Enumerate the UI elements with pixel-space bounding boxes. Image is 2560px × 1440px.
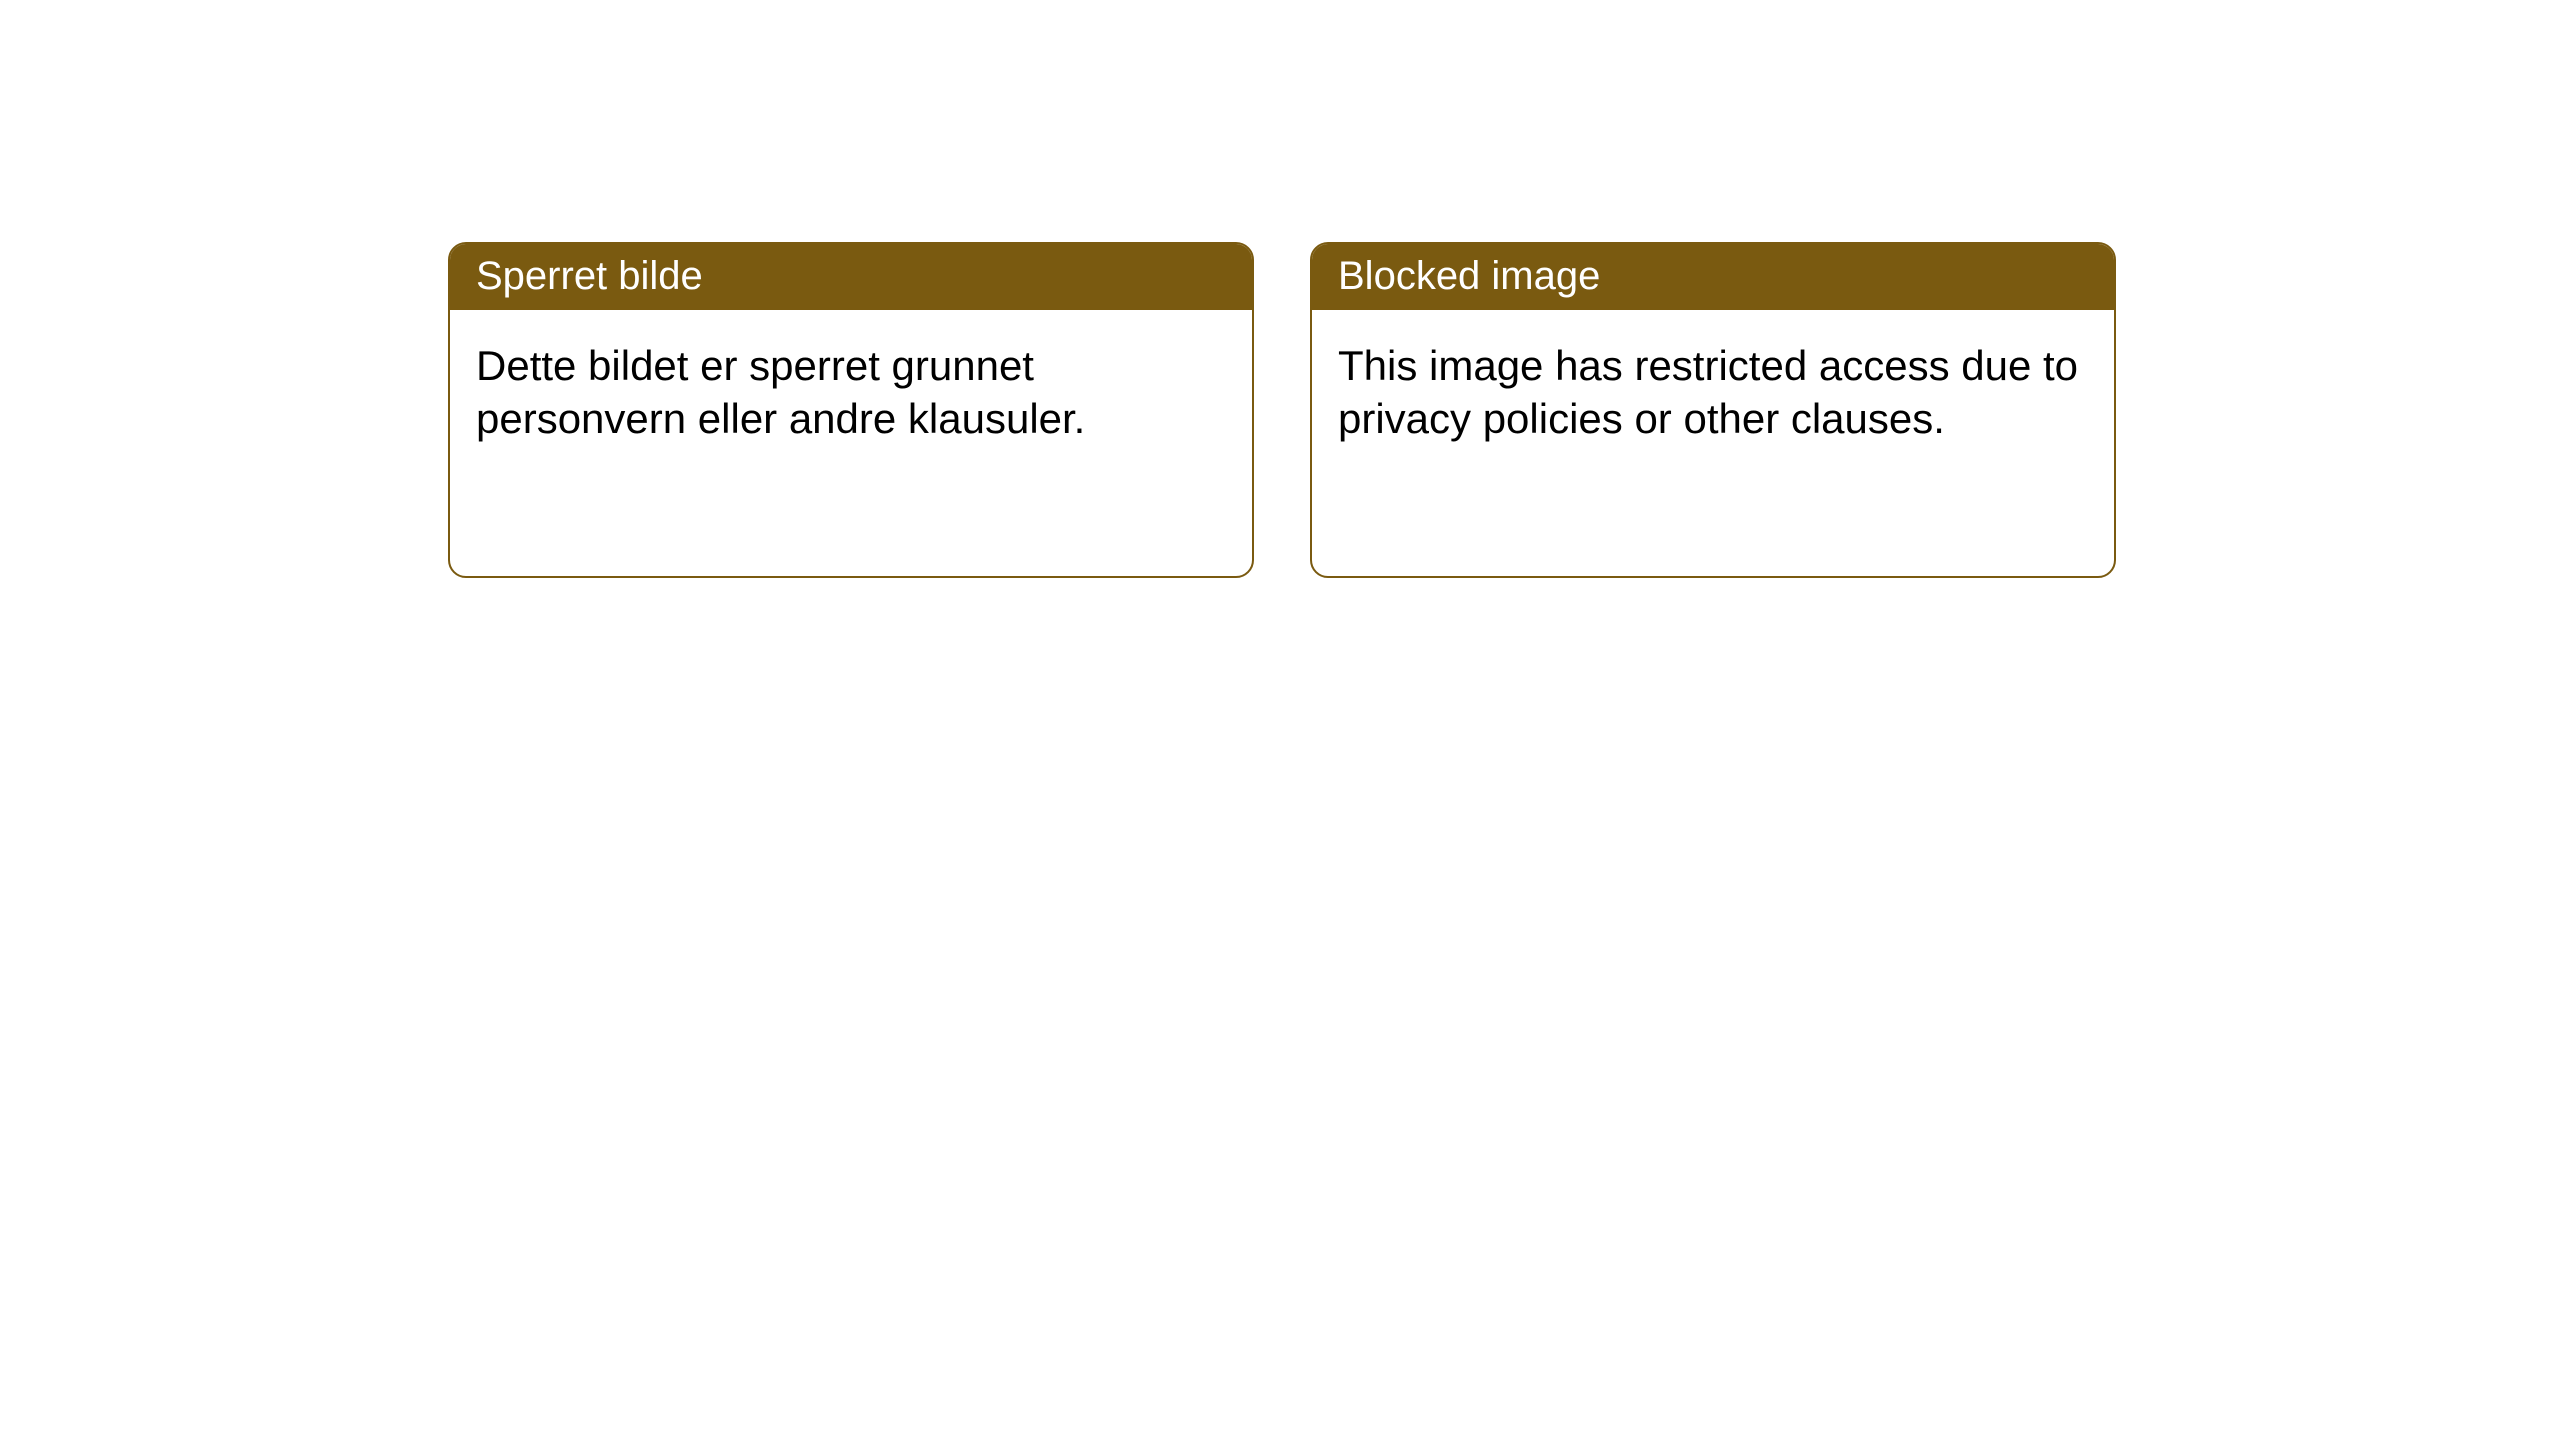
notice-card-english: Blocked image This image has restricted … bbox=[1310, 242, 2116, 578]
notice-card-norwegian: Sperret bilde Dette bildet er sperret gr… bbox=[448, 242, 1254, 578]
notice-container: Sperret bilde Dette bildet er sperret gr… bbox=[0, 0, 2560, 578]
notice-body: Dette bildet er sperret grunnet personve… bbox=[450, 310, 1252, 475]
notice-title: Blocked image bbox=[1312, 244, 2114, 310]
notice-body: This image has restricted access due to … bbox=[1312, 310, 2114, 475]
notice-title: Sperret bilde bbox=[450, 244, 1252, 310]
